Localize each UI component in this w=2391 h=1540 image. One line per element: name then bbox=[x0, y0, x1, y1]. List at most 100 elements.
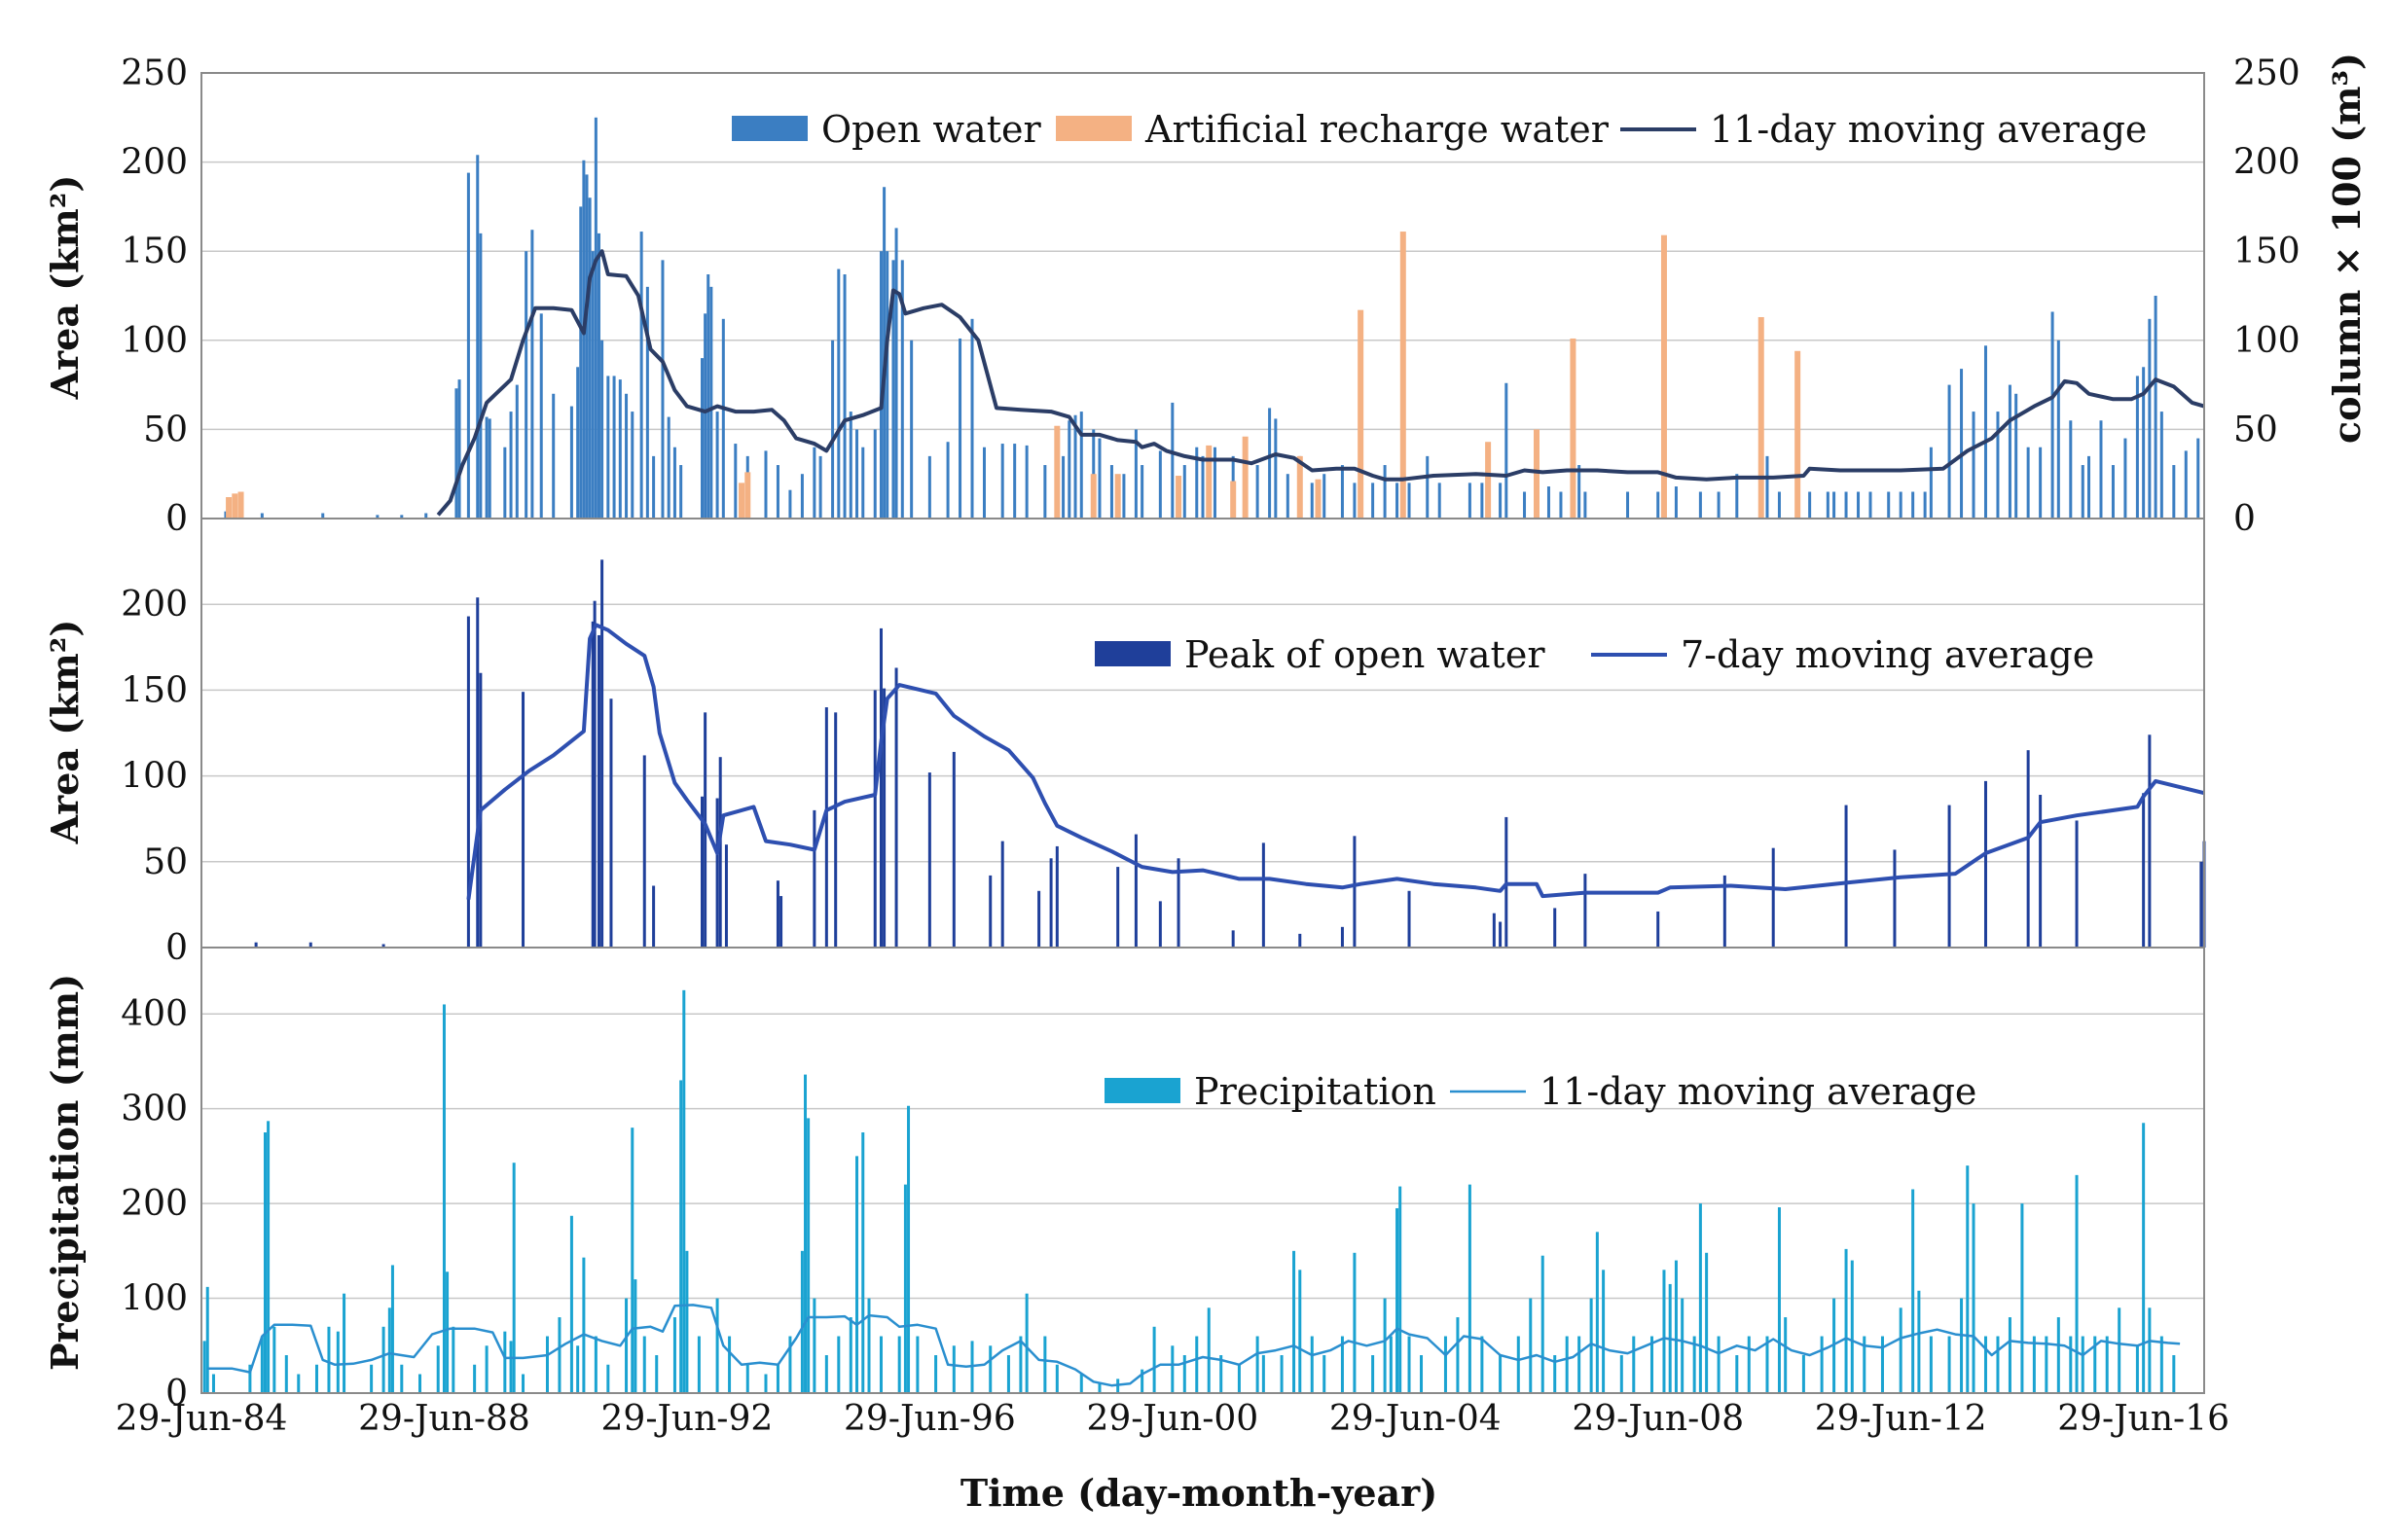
middle-bar-peak-of-open-water bbox=[1353, 836, 1357, 948]
top-bar-open-water bbox=[709, 286, 713, 519]
top-bar-artificial-recharge-water bbox=[226, 497, 233, 519]
bottom-bar-precipitation bbox=[558, 1317, 562, 1393]
bottom-bar-precipitation bbox=[867, 1298, 871, 1393]
bottom-bar-precipitation bbox=[849, 1317, 852, 1393]
top-bar-open-water bbox=[2026, 447, 2030, 519]
middle-legend-label: Peak of open water bbox=[1184, 633, 1545, 676]
middle-bar-peak-of-open-water bbox=[1771, 847, 1775, 948]
bottom-bar-precipitation bbox=[509, 1341, 513, 1393]
top-bar-open-water bbox=[861, 447, 865, 519]
top-bar-open-water bbox=[321, 513, 325, 519]
top-bar-open-water bbox=[1158, 450, 1162, 519]
bottom-bar-precipitation bbox=[2142, 1123, 2146, 1393]
bottom-bar-precipitation bbox=[387, 1307, 391, 1393]
top-bar-open-water bbox=[1182, 465, 1186, 519]
bottom-bar-precipitation bbox=[512, 1163, 516, 1393]
bottom-bar-precipitation bbox=[655, 1355, 659, 1393]
bottom-bar-precipitation bbox=[1747, 1336, 1751, 1393]
top-bar-open-water bbox=[530, 230, 534, 519]
bottom-bar-precipitation bbox=[503, 1331, 507, 1393]
top-bar-open-water bbox=[843, 274, 847, 519]
top-bar-open-water bbox=[1674, 486, 1678, 519]
bottom-bar-precipitation bbox=[2075, 1174, 2079, 1393]
top-left-y-axis-title: Area (km²) bbox=[43, 175, 87, 401]
bottom-bar-precipitation bbox=[776, 1364, 779, 1393]
bottom-bar-precipitation bbox=[1662, 1270, 1666, 1393]
top-bar-open-water bbox=[1340, 465, 1344, 519]
middle-bar-peak-of-open-water bbox=[1844, 805, 1848, 948]
top-bar-open-water bbox=[424, 513, 428, 519]
bottom-bar-precipitation bbox=[2045, 1336, 2048, 1393]
top-bar-artificial-recharge-water bbox=[1794, 350, 1801, 519]
top-bar-open-water bbox=[1765, 455, 1769, 519]
middle-y-tick-label: 100 bbox=[121, 757, 188, 797]
top-bar-open-water bbox=[1062, 455, 1066, 519]
bottom-bar-precipitation bbox=[2008, 1317, 2011, 1393]
top-right-y-tick-label: 150 bbox=[2233, 232, 2300, 271]
top-bar-open-water bbox=[849, 412, 852, 519]
top-bar-open-water bbox=[1073, 414, 1077, 519]
top-bar-open-water bbox=[800, 474, 804, 519]
top-bar-open-water bbox=[1068, 420, 1071, 519]
top-bar-artificial-recharge-water bbox=[1206, 445, 1213, 519]
middle-bar-peak-of-open-water bbox=[1134, 834, 1138, 948]
x-tick-label: 29-Jun-12 bbox=[1815, 1399, 1987, 1439]
top-bar-open-water bbox=[1437, 483, 1441, 519]
middle-bar-peak-of-open-water bbox=[2075, 820, 2079, 948]
top-right-y-tick-label: 0 bbox=[2233, 499, 2256, 539]
top-bar-open-water bbox=[2111, 465, 2115, 519]
top-bar-open-water bbox=[1134, 429, 1138, 519]
bottom-bar-precipitation bbox=[545, 1336, 549, 1393]
bottom-bar-precipitation bbox=[1705, 1252, 1709, 1393]
ticks-layer: 0 0 50 50 100 100 150 150 200 200 250 250 0 50 100 150 2… bbox=[116, 54, 2300, 1439]
top-bar-open-water bbox=[485, 416, 489, 519]
bottom-bar-precipitation bbox=[202, 1341, 206, 1393]
top-bar-open-water bbox=[2123, 438, 2127, 519]
top-bar-open-water bbox=[600, 340, 604, 519]
top-bar-open-water bbox=[1043, 465, 1047, 519]
top-bar-open-water bbox=[970, 318, 974, 519]
middle-bar-peak-of-open-water bbox=[715, 798, 719, 948]
top-bar-open-water bbox=[1911, 491, 1915, 519]
top-bar-artificial-recharge-water bbox=[1660, 234, 1667, 519]
top-bar-open-water bbox=[1983, 345, 1987, 519]
top-bar-artificial-recharge-water bbox=[1242, 436, 1249, 519]
bottom-bar-precipitation bbox=[879, 1336, 883, 1393]
bottom-bar-precipitation bbox=[715, 1298, 719, 1393]
top-bar-artificial-recharge-water bbox=[739, 483, 745, 519]
top-bar-open-water bbox=[900, 260, 904, 519]
bottom-bar-precipitation bbox=[1398, 1186, 1402, 1393]
bottom-bar-precipitation bbox=[1529, 1298, 1533, 1393]
top-bar-open-water bbox=[946, 442, 950, 519]
top-bar-open-water bbox=[886, 251, 889, 519]
top-bar-open-water bbox=[1025, 445, 1029, 519]
top-bar-open-water bbox=[1255, 465, 1259, 519]
top-bar-open-water bbox=[855, 429, 859, 519]
x-tick-label: 29-Jun-96 bbox=[844, 1399, 1016, 1439]
top-bar-open-water bbox=[667, 416, 670, 519]
top-bar-open-water bbox=[1546, 486, 1550, 519]
bottom-bar-precipitation bbox=[390, 1265, 394, 1393]
top-bar-open-water bbox=[1735, 474, 1739, 519]
bottom-bar-precipitation bbox=[1195, 1336, 1199, 1393]
top-bar-open-water bbox=[1467, 483, 1471, 519]
top-bar-open-water bbox=[631, 412, 634, 519]
middle-bar-peak-of-open-water bbox=[476, 597, 480, 948]
bottom-bar-precipitation bbox=[1996, 1336, 2000, 1393]
bottom-bar-precipitation bbox=[1019, 1336, 1023, 1393]
top-right-y-tick-label: 100 bbox=[2233, 321, 2300, 361]
top-bar-open-water bbox=[1947, 384, 1951, 519]
top-bar-open-water bbox=[260, 513, 264, 519]
top-bar-open-water bbox=[1832, 491, 1836, 519]
middle-y-axis-title: Area (km²) bbox=[43, 620, 87, 845]
middle-bar-peak-of-open-water bbox=[597, 634, 600, 948]
bottom-bar-precipitation bbox=[1182, 1355, 1186, 1393]
bottom-bar-precipitation bbox=[381, 1326, 385, 1393]
top-bar-open-water bbox=[1079, 412, 1083, 519]
bottom-bar-precipitation bbox=[2148, 1307, 2152, 1393]
top-bar-open-water bbox=[1322, 474, 1326, 519]
top-bar-open-water bbox=[1523, 491, 1527, 519]
middle-bar-peak-of-open-water bbox=[1158, 901, 1162, 948]
top-bar-open-water bbox=[645, 286, 649, 519]
